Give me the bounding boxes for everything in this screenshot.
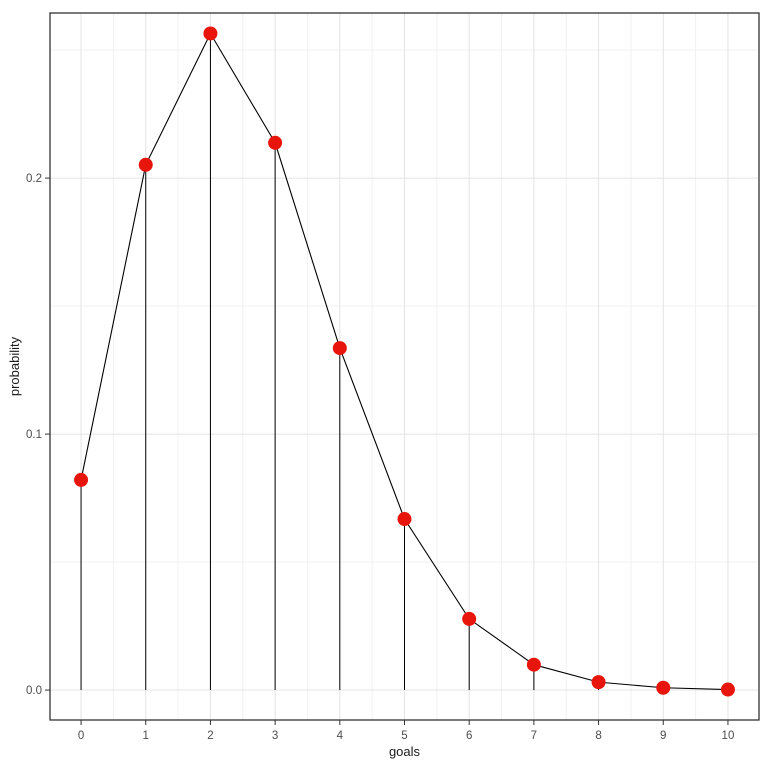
x-tick-label: 4 <box>337 730 344 742</box>
data-point <box>462 611 477 626</box>
x-tick-label: 3 <box>272 730 278 742</box>
x-tick-label: 6 <box>466 730 472 742</box>
y-tick-label: 0.0 <box>26 685 42 697</box>
data-point <box>268 135 283 150</box>
x-tick-label: 1 <box>143 730 149 742</box>
data-point <box>203 26 218 41</box>
data-point <box>591 675 606 690</box>
x-axis-title: goals <box>388 744 421 759</box>
x-tick-label: 7 <box>531 730 537 742</box>
x-tick-label: 2 <box>207 730 213 742</box>
data-point <box>720 682 735 697</box>
data-point <box>526 657 541 672</box>
data-point <box>656 680 671 695</box>
data-point <box>74 472 89 487</box>
y-tick-label: 0.2 <box>26 173 42 185</box>
x-tick-label: 5 <box>401 730 407 742</box>
x-tick-label: 0 <box>78 730 84 742</box>
y-axis-title: probability <box>7 336 22 397</box>
data-point <box>397 512 412 527</box>
data-point <box>332 341 347 356</box>
x-tick-label: 10 <box>722 730 735 742</box>
x-tick-label: 8 <box>595 730 601 742</box>
data-point <box>138 157 153 172</box>
y-tick-label: 0.1 <box>26 429 42 441</box>
x-tick-label: 9 <box>660 730 666 742</box>
